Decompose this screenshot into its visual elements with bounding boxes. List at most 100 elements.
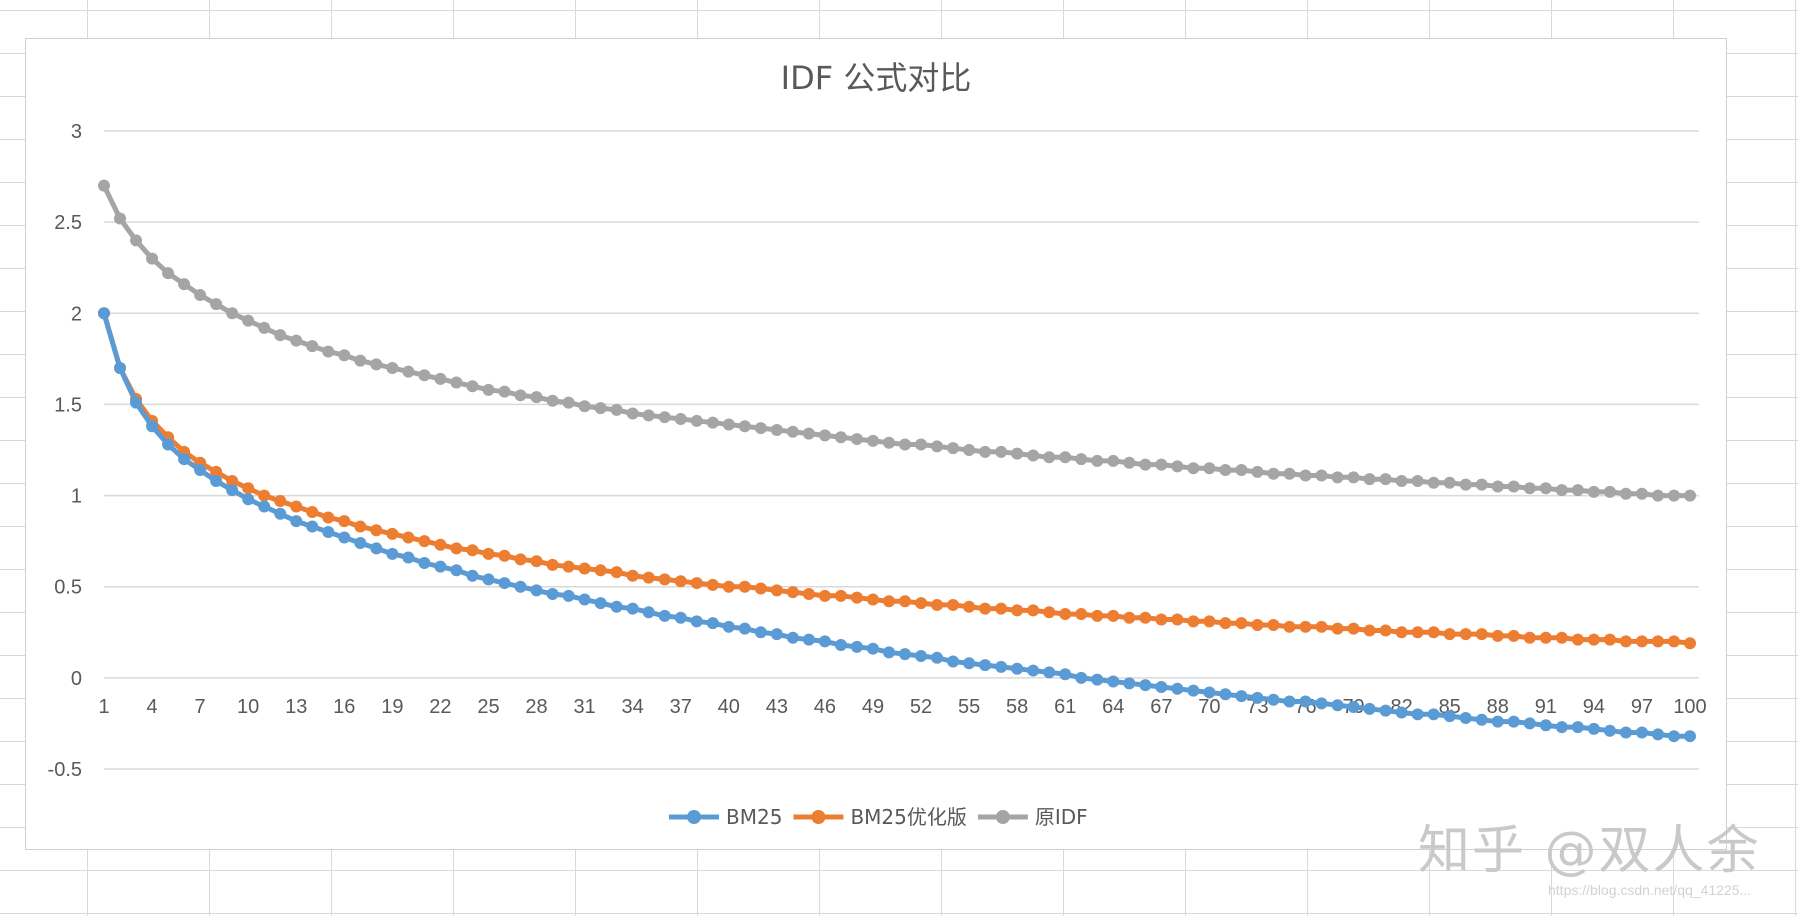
data-point [1427, 476, 1440, 489]
data-point [947, 598, 960, 611]
y-tick-label: 1 [71, 486, 82, 508]
data-point [802, 427, 815, 440]
data-point [915, 597, 928, 610]
data-point [802, 633, 815, 646]
data-point [1363, 624, 1376, 637]
legend-marker [811, 810, 826, 824]
data-point [1043, 666, 1056, 679]
x-tick-label: 85 [1439, 696, 1461, 718]
data-point [1427, 626, 1440, 639]
x-tick-label: 28 [525, 696, 547, 718]
data-point [370, 524, 383, 537]
data-point [354, 520, 367, 533]
data-point [1315, 620, 1328, 633]
data-point [402, 531, 415, 544]
data-point [242, 314, 255, 327]
data-point [722, 620, 735, 633]
data-point [915, 438, 928, 451]
data-point [722, 580, 735, 593]
data-point [274, 495, 287, 508]
data-point [818, 589, 831, 602]
x-tick-label: 43 [766, 696, 788, 718]
data-point [338, 349, 351, 362]
data-point [1059, 608, 1072, 621]
data-point [947, 655, 960, 668]
data-point [1107, 609, 1120, 622]
data-point [306, 340, 319, 353]
data-point [1427, 708, 1440, 721]
data-point [1635, 726, 1648, 739]
data-point [114, 212, 127, 225]
data-point [1587, 722, 1600, 735]
data-point [466, 544, 479, 557]
data-point [434, 538, 447, 551]
y-tick-label: -0.5 [48, 759, 82, 781]
data-point [915, 649, 928, 662]
data-point [610, 600, 623, 613]
data-point [1043, 606, 1056, 619]
x-tick-label: 4 [146, 696, 157, 718]
x-tick-label: 67 [1150, 696, 1172, 718]
data-point [1667, 635, 1680, 648]
data-point [226, 307, 239, 320]
data-point [706, 416, 719, 429]
series-BM25优化版 [98, 307, 1696, 650]
data-point [402, 365, 415, 378]
data-point [1459, 628, 1472, 641]
legend-label: BM25 [726, 805, 782, 829]
data-point [1555, 484, 1568, 497]
data-point [866, 434, 879, 447]
data-point [1635, 487, 1648, 500]
data-point [514, 553, 527, 566]
data-point [146, 252, 159, 265]
data-point [1107, 675, 1120, 688]
data-point [642, 606, 655, 619]
data-point [546, 558, 559, 571]
data-point [674, 413, 687, 426]
data-point [1091, 609, 1104, 622]
data-point [706, 578, 719, 591]
data-point [498, 385, 511, 398]
data-point [850, 591, 863, 604]
x-tick-label: 55 [958, 696, 980, 718]
x-axis-ticks: 1 4 7 10 13 16 19 22 25 28 31 34 37 40 43 46 49 52 55 58 61 6… [98, 696, 1706, 718]
data-point [1107, 454, 1120, 467]
data-point [1011, 447, 1024, 460]
data-point [594, 597, 607, 610]
data-point [466, 380, 479, 393]
data-point [1347, 471, 1360, 484]
data-point [1651, 728, 1664, 741]
data-point [1507, 480, 1520, 493]
x-tick-label: 97 [1631, 696, 1653, 718]
data-point [1684, 730, 1696, 743]
data-point [1443, 476, 1456, 489]
data-point [498, 549, 511, 562]
data-point [1075, 453, 1088, 466]
data-point [738, 580, 751, 593]
series-line [101, 312, 1690, 739]
data-point [546, 394, 559, 407]
data-point [770, 628, 783, 641]
data-point [931, 651, 944, 664]
data-point [1283, 620, 1296, 633]
x-tick-label: 70 [1198, 696, 1220, 718]
data-point [1331, 471, 1344, 484]
data-point [1651, 635, 1664, 648]
data-point [834, 431, 847, 444]
data-point [658, 411, 671, 424]
x-tick-label: 13 [285, 696, 307, 718]
data-point [418, 557, 431, 570]
data-point [450, 542, 463, 555]
data-point [1235, 617, 1248, 630]
data-point [1587, 485, 1600, 498]
data-point [1411, 626, 1424, 639]
data-point [1139, 611, 1152, 624]
data-point [899, 648, 912, 661]
data-point [578, 400, 591, 413]
data-point [770, 584, 783, 597]
data-point [1251, 618, 1264, 631]
data-point [690, 577, 703, 590]
x-tick-label: 100 [1673, 696, 1706, 718]
data-point [866, 642, 879, 655]
y-tick-label: 0 [71, 668, 82, 690]
